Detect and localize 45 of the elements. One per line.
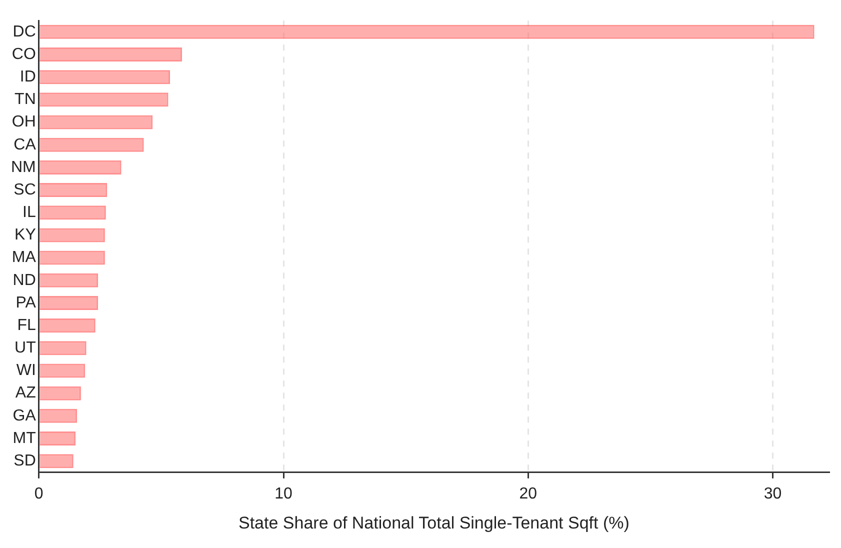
bar — [40, 454, 74, 468]
y-tick-label: FL — [17, 316, 36, 334]
bar — [40, 432, 76, 446]
bar — [40, 115, 153, 130]
y-tick-label: UT — [14, 340, 36, 357]
y-tick-label: NM — [10, 158, 36, 176]
bar — [40, 364, 86, 378]
bar — [40, 341, 86, 356]
bar — [40, 92, 168, 107]
bar — [40, 24, 814, 39]
y-tick-label: OH — [12, 114, 36, 131]
y-tick-label: WI — [16, 362, 36, 380]
bar — [40, 273, 98, 288]
bar — [40, 386, 81, 400]
bar — [40, 296, 98, 310]
y-tick-label: ID — [20, 68, 36, 86]
bar — [40, 318, 96, 333]
bar — [40, 70, 170, 84]
x-tick-label: 30 — [764, 485, 782, 502]
y-tick-label: CA — [14, 136, 36, 154]
y-tick-label: CO — [12, 46, 36, 63]
y-tick-label: GA — [12, 407, 36, 424]
bar — [40, 408, 78, 423]
y-tick-label: KY — [14, 226, 36, 244]
bar — [40, 206, 106, 220]
bar — [40, 47, 182, 62]
x-tick-label: 20 — [519, 485, 538, 502]
y-tick-label: ND — [12, 272, 36, 289]
y-tick-label: AZ — [15, 384, 36, 402]
x-tick-label: 10 — [274, 485, 292, 502]
bar — [40, 250, 105, 265]
bar — [40, 160, 122, 174]
bar — [40, 228, 105, 242]
y-tick-label: DC — [12, 23, 36, 40]
y-tick-label: MT — [12, 430, 36, 447]
bar — [40, 138, 144, 152]
y-tick-label: IL — [22, 204, 36, 222]
y-tick-label: SD — [14, 452, 36, 470]
bar — [40, 183, 108, 198]
y-tick-label: TN — [14, 91, 36, 108]
y-tick-label: PA — [16, 294, 36, 312]
y-tick-label: SC — [14, 181, 36, 198]
x-tick-label: 0 — [34, 485, 44, 502]
x-axis-title: State Share of National Total Single-Tenant Sqft (%) — [238, 513, 630, 532]
y-tick-label: MA — [12, 249, 36, 266]
